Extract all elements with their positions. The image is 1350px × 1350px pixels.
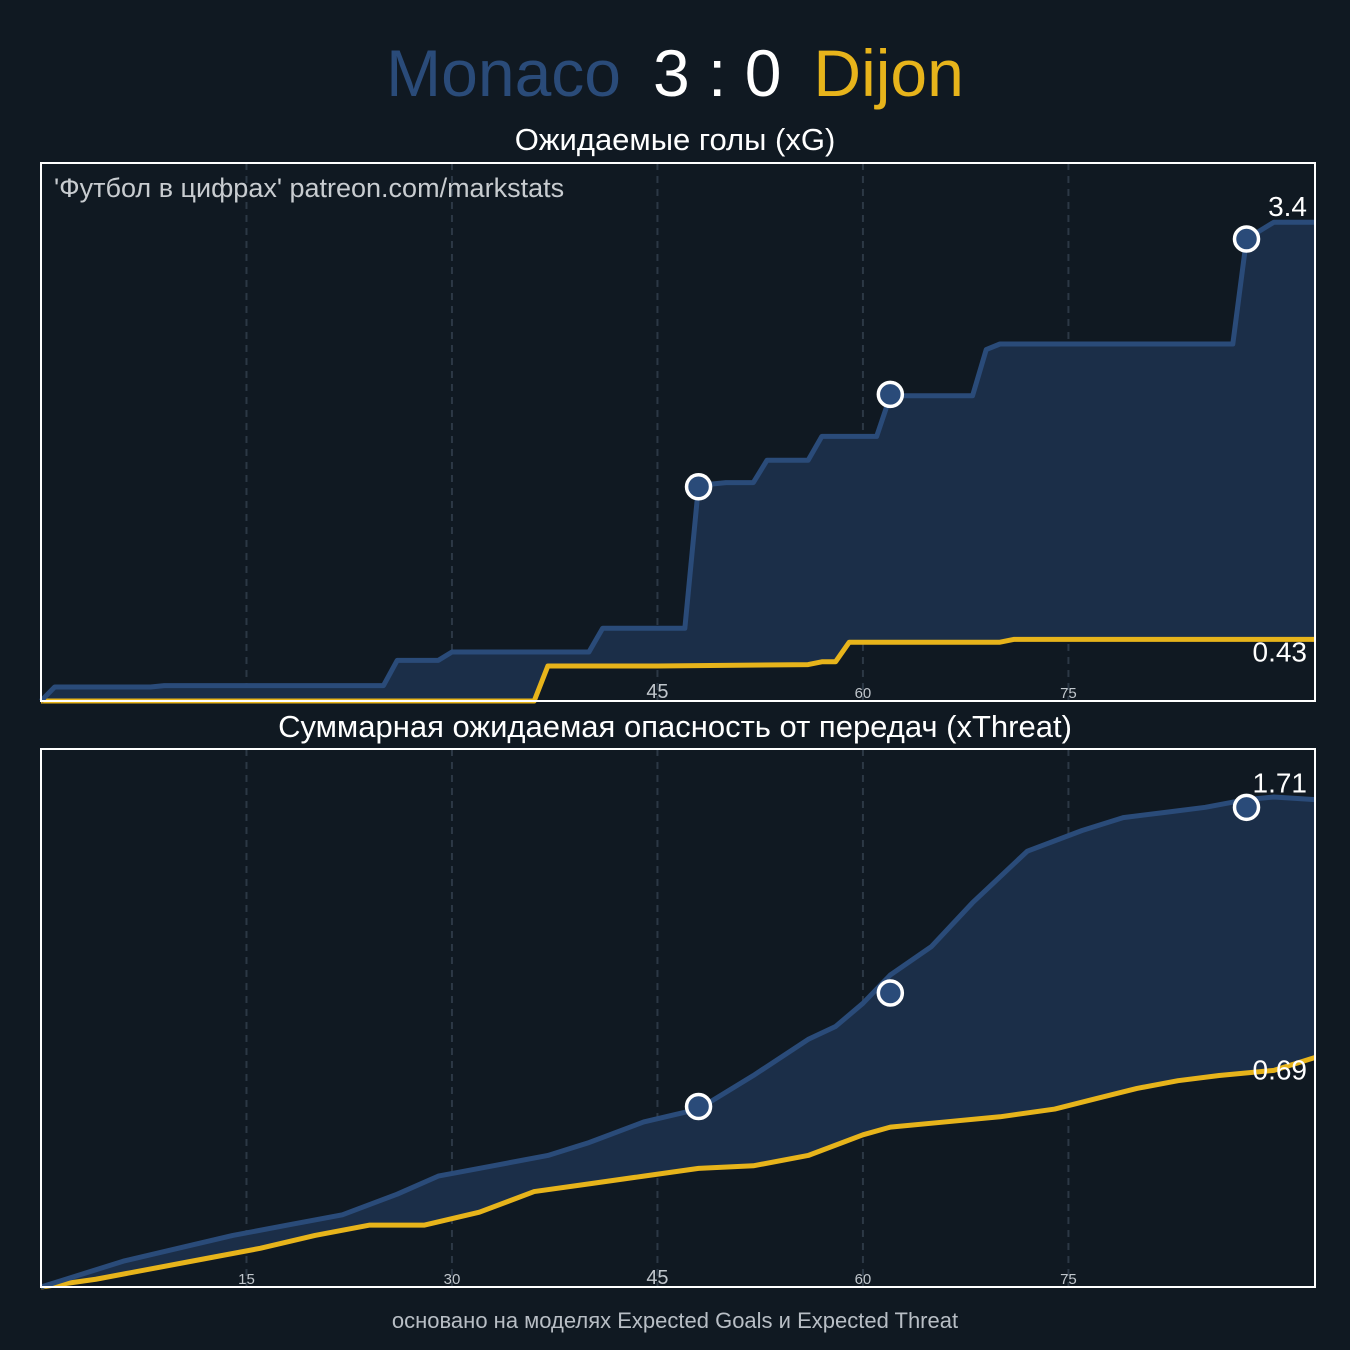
xthreat-plot-frame — [40, 748, 1316, 1288]
watermark: 'Футбол в цифрах' patreon.com/markstats — [54, 173, 565, 203]
xthreat-monaco-final-label: 1.71 — [1253, 768, 1308, 799]
xg-tick-label: 75 — [1060, 685, 1077, 702]
xg-dijon-final-label: 0.43 — [1253, 636, 1308, 667]
xthreat-tick-label: 75 — [1060, 1271, 1077, 1288]
away-team-name: Dijon — [813, 36, 964, 110]
match-header: Monaco 3 : 0 Dijon — [0, 28, 1350, 118]
xg-goal-marker — [684, 473, 713, 501]
footnote: основано на моделях Expected Goals и Exp… — [391, 1308, 959, 1333]
xg-goal-marker — [1232, 225, 1261, 253]
xg-tick-label: 60 — [855, 685, 872, 702]
xg-chart-title: Ожидаемые голы (xG) — [514, 122, 836, 157]
xthreat-goal-marker — [876, 979, 905, 1007]
xg-monaco-line — [39, 219, 1315, 703]
xg-monaco-final-label: 3.4 — [1268, 191, 1307, 222]
xg-chart-svg: 15304560753.40.43 — [39, 162, 1316, 704]
home-team-name: Monaco — [386, 36, 621, 110]
xg-dijon-line — [41, 636, 1315, 704]
xthreat-chart-title: Суммарная ожидаемая опасность от передач… — [278, 709, 1072, 744]
xthreat-dijon-final-label: 0.69 — [1253, 1054, 1308, 1085]
xthreat-goal-marker — [1232, 793, 1261, 822]
match-score: 3 : 0 — [652, 36, 782, 110]
xthreat-tick-label: 30 — [444, 1271, 461, 1288]
xthreat-tick-label: 60 — [855, 1271, 872, 1288]
xthreat-tick-label: 15 — [238, 1271, 255, 1288]
xg-chart: 15304560753.40.43 — [0, 160, 1350, 705]
xthreat-dijon-line — [40, 1055, 1316, 1290]
xg-tick-label: 45 — [646, 681, 668, 703]
xg-plot-frame — [40, 162, 1316, 702]
xthreat-goal-marker — [684, 1092, 713, 1121]
xthreat-chart-svg: 15 30 45 60 75 1.71 0.69 — [40, 748, 1316, 1290]
xthreat-chart: 15 30 45 60 75 1.71 0.69 — [0, 746, 1350, 1291]
xthreat-monaco-line — [40, 794, 1316, 1290]
xthreat-tick-label: 45 — [646, 1267, 668, 1289]
xg-goal-marker — [876, 380, 905, 409]
xthreat-area-between — [41, 797, 1315, 1287]
xg-area-between — [41, 222, 1315, 701]
